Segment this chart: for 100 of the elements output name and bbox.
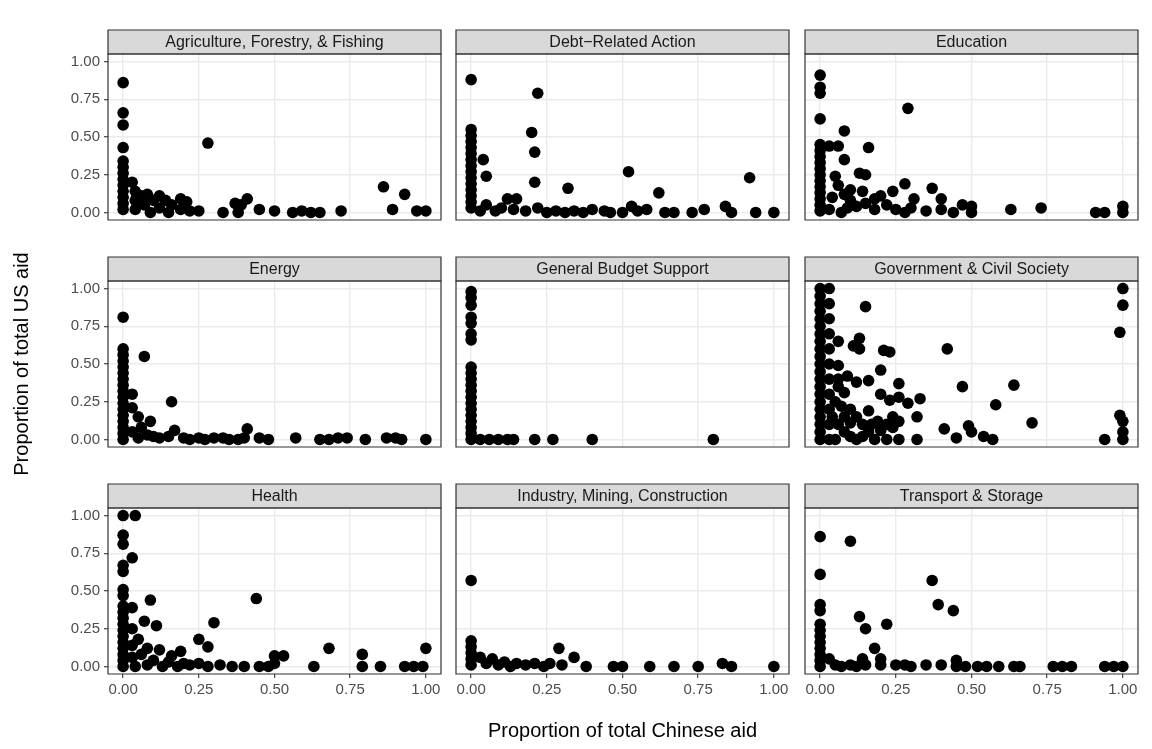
chart-title: Health: [251, 487, 298, 505]
y-tick-label: 0.00: [70, 429, 100, 447]
point: [862, 141, 875, 154]
point: [519, 205, 532, 217]
point: [935, 203, 948, 216]
chart-title: General Budget Support: [536, 260, 710, 278]
point: [832, 140, 845, 152]
point: [841, 202, 854, 214]
chart-title: Government & Civil Society: [874, 260, 1069, 278]
x-axis-title: Proportion of total Chinese aid: [487, 718, 758, 741]
point: [956, 199, 969, 211]
point: [826, 191, 839, 204]
point: [117, 76, 129, 89]
point: [668, 660, 680, 673]
point: [880, 199, 893, 211]
point: [547, 433, 559, 446]
point: [420, 433, 432, 446]
x-tick-label: 0.50: [607, 680, 638, 698]
point: [202, 137, 214, 149]
point: [165, 199, 178, 211]
point: [238, 432, 251, 444]
point: [126, 401, 139, 414]
point: [480, 170, 493, 183]
point: [902, 102, 914, 115]
point: [531, 202, 544, 214]
y-axis-title: Proportion of total US aid: [9, 252, 32, 476]
y-tick-label: 0.25: [70, 618, 100, 636]
point: [814, 113, 826, 125]
x-tick-label: 0.75: [1032, 680, 1062, 698]
point: [640, 203, 653, 216]
point: [132, 411, 145, 423]
point: [398, 188, 411, 201]
y-tick-label: 0.75: [70, 543, 100, 561]
point: [126, 176, 139, 189]
point: [528, 146, 541, 158]
point: [341, 432, 353, 444]
point: [568, 651, 580, 664]
x-tick-label: 0.50: [956, 680, 987, 698]
point: [386, 203, 399, 216]
point: [556, 659, 568, 671]
point: [899, 177, 911, 190]
point: [289, 432, 302, 444]
point: [528, 433, 541, 446]
point: [465, 73, 477, 86]
point: [117, 119, 129, 131]
y-tick-label: 1.00: [70, 51, 100, 69]
point: [253, 432, 266, 444]
chart-title: Agriculture, Forestry, & Fishing: [165, 33, 384, 51]
chart-title: Transport & Storage: [899, 487, 1044, 505]
point: [814, 69, 826, 81]
y-tick-label: 1.00: [70, 278, 100, 296]
x-tick-label: 0.25: [532, 680, 562, 698]
chart-title: Debt−Related Action: [549, 33, 696, 51]
point: [241, 193, 254, 205]
point: [749, 206, 762, 219]
point: [668, 206, 680, 219]
point: [856, 185, 869, 198]
point: [844, 535, 857, 547]
point: [1035, 202, 1047, 214]
point: [868, 203, 881, 216]
point: [743, 171, 756, 184]
point: [932, 598, 944, 611]
x-tick-label: 1.00: [411, 680, 441, 698]
point: [474, 205, 487, 217]
point: [359, 433, 372, 446]
chart-title: Education: [935, 33, 1008, 51]
point: [844, 184, 857, 196]
y-tick-label: 0.50: [70, 354, 100, 372]
y-tick-label: 0.25: [70, 164, 100, 182]
point: [553, 642, 565, 655]
point: [477, 153, 490, 166]
y-tick-label: 0.75: [70, 89, 100, 107]
y-tick-label: 0.50: [70, 127, 100, 145]
y-tick-label: 1.00: [70, 505, 100, 523]
x-tick-label: 0.00: [456, 680, 486, 698]
point: [314, 206, 326, 219]
point: [698, 203, 711, 216]
point: [707, 433, 720, 446]
point: [253, 203, 266, 216]
point: [562, 182, 574, 195]
point: [507, 203, 520, 216]
point: [138, 350, 151, 363]
x-tick-label: 0.50: [259, 680, 290, 698]
point: [880, 618, 893, 630]
point: [874, 190, 887, 202]
y-tick-label: 0.25: [70, 391, 100, 409]
chart-title: Energy: [249, 260, 300, 278]
y-tick-label: 0.00: [70, 202, 100, 220]
point: [838, 125, 851, 137]
x-tick-label: 0.75: [683, 680, 713, 698]
x-tick-label: 0.75: [335, 680, 365, 698]
point: [686, 206, 698, 219]
point: [262, 433, 275, 446]
point: [616, 206, 629, 219]
chart-title: Industry, Mining, Construction: [517, 487, 728, 505]
point: [117, 141, 129, 154]
y-tick-label: 0.00: [70, 656, 100, 674]
point: [890, 203, 902, 216]
point: [335, 205, 347, 217]
point: [829, 170, 842, 183]
